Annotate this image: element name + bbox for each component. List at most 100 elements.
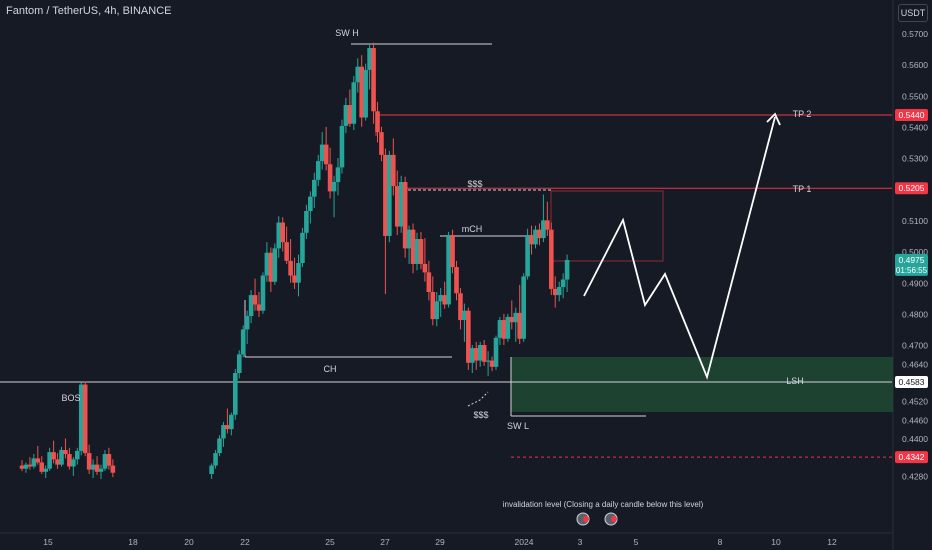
candle-body: [470, 348, 475, 363]
candle-body: [19, 465, 25, 469]
candle-body: [102, 454, 108, 469]
candle-body: [422, 263, 428, 273]
y-tick-label: 0.5400: [902, 122, 928, 132]
candle-body: [473, 348, 479, 361]
tp2-label: TP 2: [793, 109, 812, 119]
candle-body: [335, 167, 341, 183]
liquidity-bottom-label: $$$: [473, 410, 488, 420]
candle-body: [276, 222, 282, 249]
candle-body: [466, 310, 471, 363]
candle-body: [221, 425, 226, 439]
candle-body: [288, 260, 293, 276]
candle-body: [233, 373, 238, 415]
y-tick-label: 0.5500: [902, 91, 928, 101]
candle-body: [379, 132, 384, 155]
candle-body: [319, 144, 325, 162]
price-badge-label: 0.5440: [899, 110, 925, 120]
y-tick-label: 0.4520: [902, 397, 928, 407]
candle-body: [489, 360, 495, 367]
candle-body: [505, 316, 511, 339]
lsh-label: LSH: [786, 376, 804, 386]
candle-body: [442, 295, 447, 305]
y-tick-label: 0.5000: [902, 247, 928, 257]
candle-body: [438, 295, 443, 302]
candle-body: [410, 229, 416, 264]
candle-body: [426, 272, 432, 293]
x-tick-label: 20: [184, 537, 194, 547]
y-tick-label: 0.4280: [902, 471, 928, 481]
candle-body: [292, 275, 297, 283]
candle-body: [454, 267, 459, 294]
candle-body: [387, 154, 392, 236]
candle-body: [481, 344, 487, 362]
candle-body: [225, 425, 230, 430]
candle-body: [272, 248, 278, 282]
x-tick-label: 18: [128, 537, 138, 547]
price-badge-label: 0.5205: [899, 183, 925, 193]
candle-body: [98, 468, 104, 472]
price-badge-countdown: 01:56:55: [896, 266, 928, 275]
candle-body: [47, 452, 52, 469]
y-tick-label: 0.4400: [902, 434, 928, 444]
candle-body: [244, 315, 250, 330]
candle-body: [477, 344, 483, 361]
x-tick-label: 8: [718, 537, 723, 547]
candle-body: [296, 263, 301, 283]
x-tick-label: 2024: [515, 537, 534, 547]
candle-body: [509, 316, 515, 323]
candle-body: [446, 234, 451, 305]
candle-body: [75, 450, 80, 460]
candle-body: [398, 182, 404, 227]
candle-body: [106, 454, 112, 466]
liquidity-bottom-line: [467, 391, 489, 407]
candle-body: [406, 229, 412, 249]
y-tick-label: 0.5100: [902, 216, 928, 226]
y-tick-label: 0.4800: [902, 309, 928, 319]
candle-body: [367, 48, 372, 70]
candle-body: [63, 449, 68, 455]
liquidity-top-label: $$$: [467, 179, 482, 189]
x-tick-label: 15: [43, 537, 53, 547]
y-tick-label: 0.5700: [902, 29, 928, 39]
candle-body: [391, 154, 396, 187]
bos-label: BOS: [61, 393, 80, 403]
candle-body: [434, 301, 440, 320]
candle-body: [533, 229, 538, 245]
event-marker-flag-icon: [611, 516, 617, 522]
candle-body: [280, 222, 285, 243]
candle-body: [560, 279, 566, 288]
candle-body: [549, 229, 554, 289]
candle-body: [264, 252, 270, 276]
candle-body: [343, 105, 349, 126]
candle-body: [501, 320, 507, 339]
candle-body: [402, 182, 408, 249]
candle-body: [300, 232, 305, 264]
candle-body: [323, 144, 329, 165]
mch-label: mCH: [462, 224, 483, 234]
candle-body: [383, 154, 388, 236]
candle-body: [462, 310, 467, 321]
projection-path: [583, 116, 776, 380]
invalidation-label: invalidation level (Closing a daily cand…: [503, 500, 704, 509]
candle-body: [327, 164, 333, 192]
candle-body: [78, 384, 84, 451]
candle-body: [304, 210, 309, 233]
price-badge: [895, 253, 928, 276]
candle-body: [86, 453, 92, 470]
candle-body: [51, 452, 56, 460]
candle-body: [493, 337, 499, 367]
candle-body: [240, 329, 246, 355]
candle-body: [394, 186, 400, 227]
candle-body: [458, 293, 463, 321]
candle-body: [418, 239, 424, 264]
ch-label: CH: [324, 364, 337, 374]
x-tick-label: 22: [240, 537, 250, 547]
candle-body: [90, 464, 96, 470]
candle-body: [525, 234, 530, 277]
candle-body: [236, 354, 242, 374]
currency-button[interactable]: USDT: [898, 4, 928, 22]
candle-body: [347, 105, 353, 124]
candle-body: [521, 276, 526, 339]
candle-body: [556, 287, 562, 296]
